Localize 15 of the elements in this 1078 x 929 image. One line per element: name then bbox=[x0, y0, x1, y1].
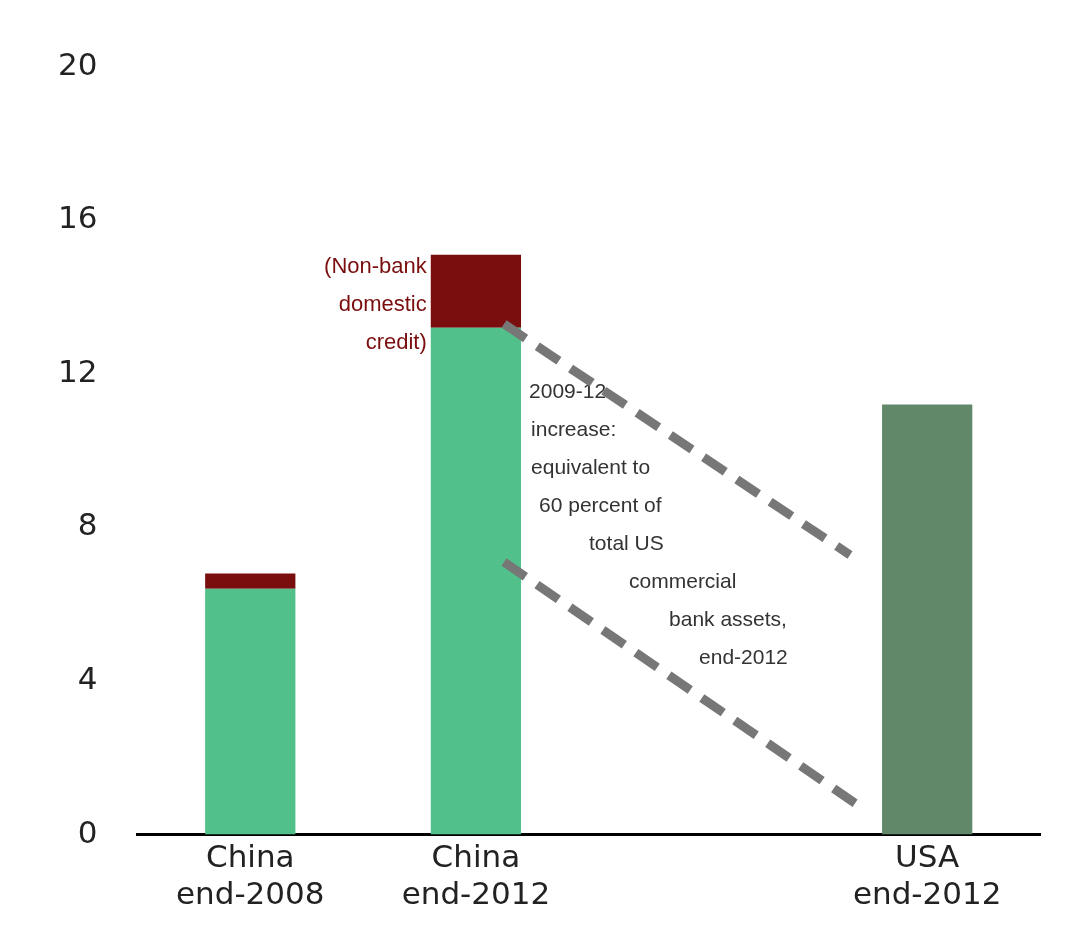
bar bbox=[430, 327, 522, 835]
y-tick-label: 16 bbox=[57, 199, 98, 236]
series-label: (Non-bank domestic credit) bbox=[324, 252, 428, 354]
x-tick-label: USA end-2012 bbox=[852, 838, 1002, 912]
bar bbox=[205, 573, 296, 589]
x-tick-label: China end-2008 bbox=[176, 838, 325, 912]
y-tick-label: 20 bbox=[57, 45, 98, 82]
x-tick-label: China end-2012 bbox=[401, 838, 551, 912]
bar bbox=[882, 404, 973, 835]
y-tick-label: 4 bbox=[77, 660, 98, 697]
y-tick-label: 12 bbox=[57, 352, 98, 389]
bar bbox=[430, 254, 522, 328]
bar bbox=[205, 588, 296, 835]
y-tick-label: 8 bbox=[77, 506, 98, 543]
y-tick-label: 0 bbox=[77, 813, 98, 850]
